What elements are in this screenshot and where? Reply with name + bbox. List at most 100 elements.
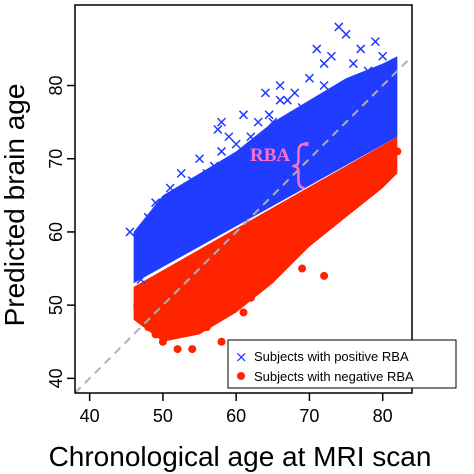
positive-rba-point bbox=[125, 227, 135, 237]
positive-rba-point bbox=[319, 80, 329, 91]
positive-rba-point bbox=[370, 37, 380, 47]
x-tick-label: 60 bbox=[226, 406, 246, 426]
positive-rba-point bbox=[238, 110, 249, 120]
positive-rba-point bbox=[231, 139, 241, 149]
positive-rba-point bbox=[216, 117, 227, 127]
negative-rba-point bbox=[305, 220, 314, 229]
negative-rba-point bbox=[268, 264, 277, 273]
positive-rba-point bbox=[275, 95, 285, 105]
positive-rba-point bbox=[378, 51, 388, 61]
rba-label: RBA bbox=[250, 145, 290, 166]
negative-rba-point bbox=[180, 323, 189, 332]
negative-rba-point bbox=[188, 345, 197, 354]
point-cloud-layer bbox=[133, 56, 398, 342]
negative-rba-point bbox=[342, 198, 351, 207]
positive-rba-point bbox=[260, 88, 271, 98]
negative-rba-point bbox=[158, 337, 167, 346]
rba-brace-cap bbox=[304, 142, 309, 147]
negative-rba-cloud bbox=[133, 136, 398, 342]
negative-rba-point bbox=[239, 308, 248, 317]
y-tick-label: 40 bbox=[46, 368, 66, 388]
negative-rba-point bbox=[320, 205, 329, 214]
positive-rba-point bbox=[363, 66, 373, 76]
negative-rba-point bbox=[290, 242, 299, 251]
negative-rba-point bbox=[298, 235, 307, 244]
negative-rba-point bbox=[378, 147, 387, 156]
positive-rba-point bbox=[202, 168, 212, 178]
positive-rba-point bbox=[209, 161, 219, 171]
y-tick-label: 60 bbox=[46, 222, 66, 242]
legend-marker-positive: × bbox=[235, 348, 248, 366]
positive-rba-point bbox=[268, 117, 278, 127]
negative-rba-point bbox=[136, 315, 145, 324]
y-axis: 40 50 60 70 80 bbox=[46, 76, 75, 388]
negative-rba-point bbox=[254, 279, 263, 288]
positive-rba-point bbox=[213, 124, 223, 134]
identity-reference-line bbox=[75, 55, 412, 393]
positive-rba-point bbox=[165, 183, 175, 193]
legend-box bbox=[227, 339, 457, 389]
legend-label-positive: Subjects with positive RBA bbox=[254, 349, 409, 364]
positive-rba-point bbox=[180, 198, 190, 208]
x-tick-label: 50 bbox=[153, 406, 173, 426]
negative-rba-point bbox=[320, 271, 329, 280]
negative-rba-point bbox=[151, 330, 160, 339]
negative-rba-point bbox=[246, 293, 255, 302]
negative-rba-point bbox=[166, 330, 175, 339]
negative-rba-point bbox=[393, 147, 402, 156]
positive-rba-point bbox=[319, 59, 329, 69]
reference-line-layer bbox=[75, 55, 412, 393]
rba-annotation: RBA bbox=[250, 142, 309, 190]
negative-rba-point bbox=[356, 169, 365, 178]
positive-rba-point bbox=[151, 198, 161, 208]
negative-rba-point bbox=[312, 213, 321, 222]
rba-brace bbox=[292, 142, 305, 190]
x-tick-label: 40 bbox=[80, 406, 100, 426]
positive-rba-point bbox=[304, 73, 314, 83]
negative-rba-point bbox=[261, 279, 270, 288]
positive-rba-point bbox=[297, 102, 307, 113]
negative-rba-point bbox=[349, 184, 358, 193]
positive-rba-point bbox=[224, 132, 234, 142]
positive-rba-cloud bbox=[133, 56, 398, 284]
positive-rba-point bbox=[136, 274, 146, 285]
positive-rba-point bbox=[264, 110, 274, 120]
positive-rba-point bbox=[326, 51, 336, 61]
x-tick-label: 80 bbox=[373, 406, 393, 426]
negative-rba-point bbox=[283, 257, 292, 266]
negative-rba-point bbox=[327, 198, 336, 207]
positive-rba-point bbox=[176, 168, 186, 178]
negative-rba-point bbox=[210, 308, 219, 317]
negative-rba-point bbox=[173, 345, 182, 354]
y-tick-label: 50 bbox=[46, 295, 66, 315]
legend-marker-negative bbox=[237, 372, 245, 380]
negative-rba-point bbox=[195, 315, 204, 324]
plot-frame bbox=[74, 4, 413, 394]
positive-rba-point bbox=[143, 212, 153, 222]
points-layer bbox=[125, 22, 402, 354]
y-tick-label: 80 bbox=[46, 76, 66, 96]
negative-rba-point bbox=[276, 264, 285, 273]
negative-rba-point bbox=[224, 301, 233, 310]
positive-rba-point bbox=[216, 146, 227, 156]
negative-rba-point bbox=[364, 162, 373, 171]
positive-rba-point bbox=[140, 242, 150, 252]
positive-rba-point bbox=[246, 132, 256, 142]
y-tick-label: 70 bbox=[46, 149, 66, 169]
legend-label-negative: Subjects with negative RBA bbox=[254, 369, 414, 384]
negative-rba-point bbox=[371, 154, 380, 163]
positive-rba-point bbox=[195, 154, 205, 164]
negative-rba-point bbox=[298, 264, 307, 273]
negative-rba-point bbox=[232, 293, 241, 302]
y-axis-title: Predicted brain age bbox=[0, 84, 30, 327]
negative-rba-point bbox=[133, 301, 142, 310]
negative-rba-point bbox=[202, 323, 211, 332]
positive-rba-point bbox=[158, 205, 168, 215]
positive-rba-point bbox=[253, 117, 263, 127]
negative-rba-point bbox=[144, 323, 153, 332]
positive-rba-point bbox=[275, 80, 285, 91]
positive-rba-point bbox=[249, 146, 260, 156]
negative-rba-point bbox=[217, 337, 226, 346]
x-axis: 40 50 60 70 80 bbox=[80, 393, 393, 426]
